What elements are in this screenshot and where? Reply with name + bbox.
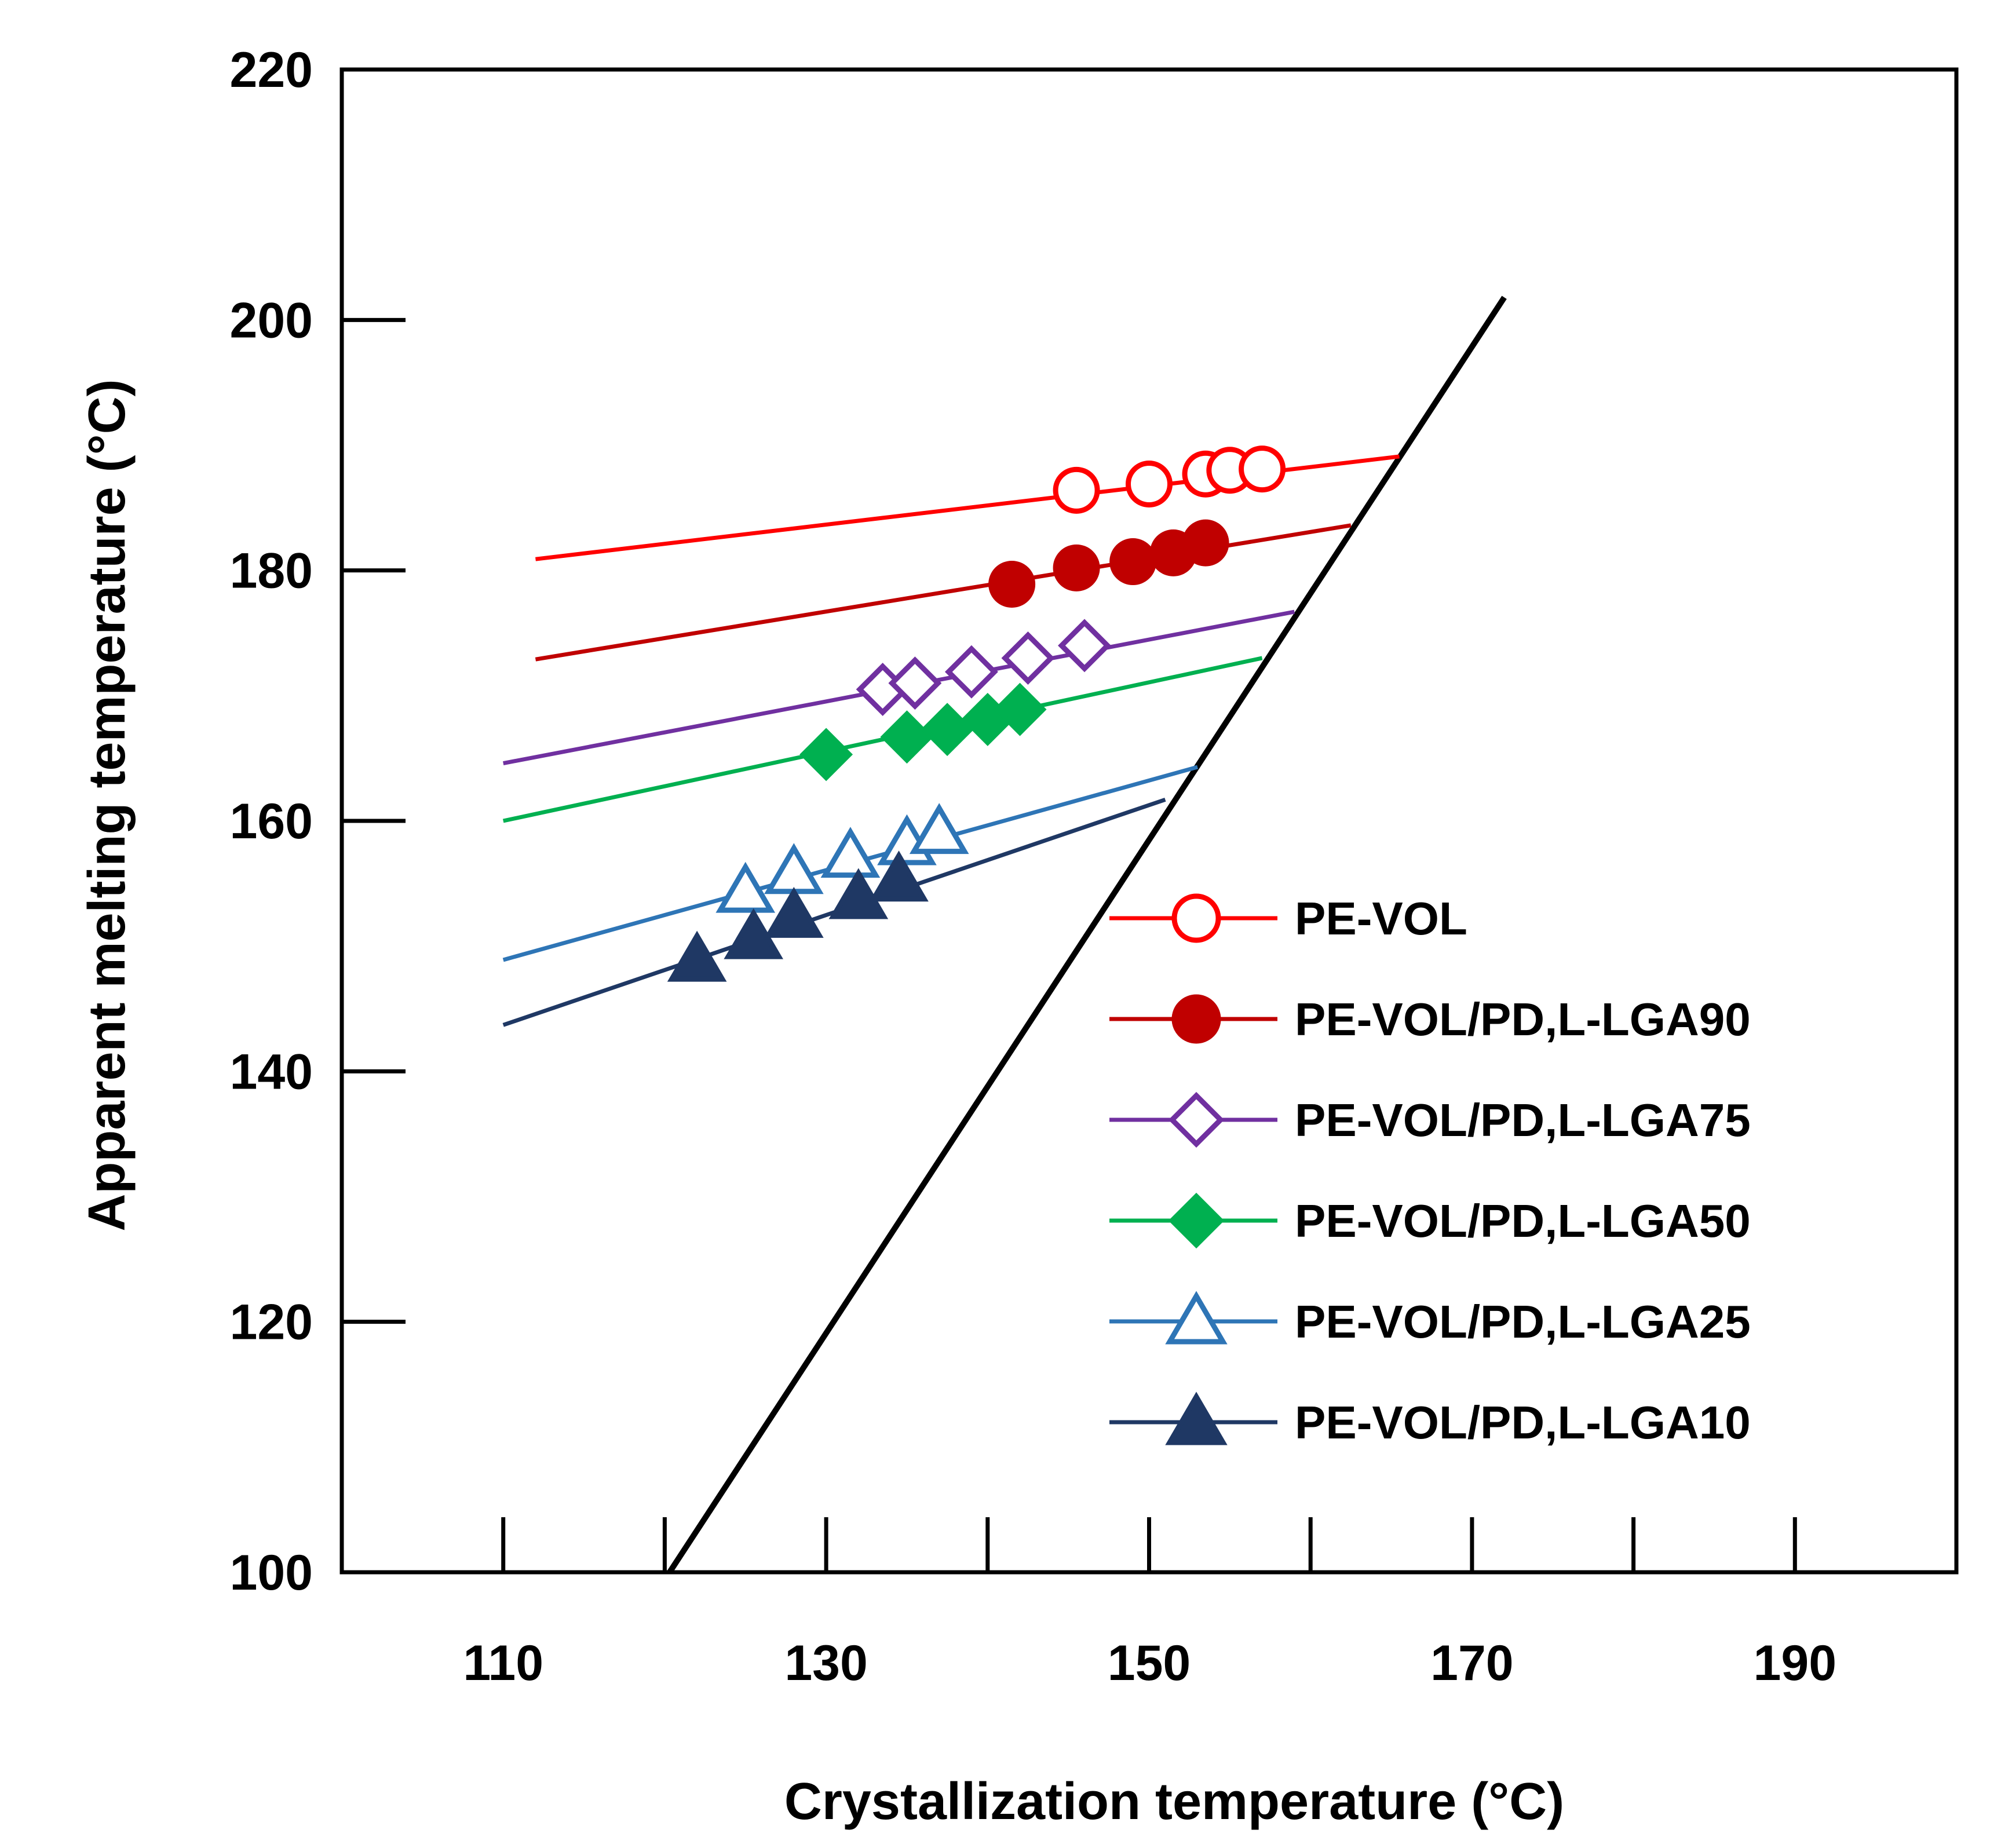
data-point-series-1 [1053, 544, 1100, 591]
y-tick-label: 160 [230, 794, 313, 849]
legend-marker-3 [1168, 1192, 1225, 1249]
data-point-series-5 [828, 868, 889, 919]
data-point-series-4 [764, 843, 824, 894]
fit-line-series-3 [502, 656, 1263, 823]
x-axis-title: Crystallization temperature (°C) [784, 1773, 1564, 1831]
data-point-series-3 [993, 682, 1047, 736]
legend-marker-4 [1165, 1291, 1228, 1345]
data-point-series-3 [799, 728, 853, 781]
x-tick-label: 190 [1754, 1635, 1837, 1691]
y-tick-label: 140 [230, 1044, 313, 1100]
legend-marker-5 [1165, 1392, 1228, 1445]
data-point-series-2 [1058, 619, 1111, 673]
y-tick-label: 180 [230, 543, 313, 599]
reference-line-group [667, 295, 1507, 1574]
data-point-series-1 [988, 560, 1036, 608]
y-tick-label: 120 [230, 1295, 313, 1350]
data-point-series-0 [1053, 466, 1100, 514]
data-point-series-3 [880, 710, 934, 764]
legend-marker-2 [1168, 1091, 1225, 1148]
data-point-series-2 [944, 645, 998, 699]
legend: PE-VOL PE-VOL/PD,L-LGA90 PE-VOL/PD,L-LGA75… [1109, 893, 1751, 1448]
x-tick-label: 130 [784, 1635, 868, 1691]
y-tick-label: 100 [230, 1545, 313, 1601]
data-point-series-5 [869, 850, 929, 902]
legend-marker-0 [1171, 893, 1221, 943]
x-axis-ticks: 110 130 150 170 190 [463, 1517, 1836, 1691]
data-point-series-5 [667, 930, 727, 982]
legend-label-4: PE-VOL/PD,L-LGA25 [1295, 1296, 1751, 1347]
legend-label-2: PE-VOL/PD,L-LGA75 [1295, 1094, 1751, 1146]
legend-label-5: PE-VOL/PD,L-LGA10 [1295, 1397, 1751, 1448]
markers-group [667, 445, 1286, 982]
data-point-series-0 [1126, 461, 1173, 508]
y-tick-label: 220 [230, 42, 313, 98]
x-tick-label: 110 [463, 1635, 543, 1691]
data-point-series-1 [1182, 519, 1229, 567]
legend-label-0: PE-VOL [1295, 893, 1467, 944]
legend-marker-1 [1171, 994, 1221, 1044]
data-point-series-0 [1239, 445, 1286, 493]
x-tick-label: 170 [1430, 1635, 1514, 1691]
y-axis-title: Apparent melting temperature (°C) [78, 379, 136, 1231]
legend-label-3: PE-VOL/PD,L-LGA50 [1295, 1195, 1751, 1247]
data-point-series-3 [921, 703, 974, 757]
data-point-series-5 [764, 886, 824, 938]
data-point-series-4 [820, 827, 881, 878]
data-point-series-4 [715, 861, 776, 913]
reference-line [667, 295, 1507, 1574]
legend-label-1: PE-VOL/PD,L-LGA90 [1295, 994, 1751, 1045]
y-tick-label: 200 [230, 293, 313, 348]
x-tick-label: 150 [1108, 1635, 1191, 1691]
y-axis-ticks: 100 120 140 160 180 200 220 [230, 42, 406, 1601]
data-point-series-4 [909, 803, 969, 854]
data-point-series-1 [1109, 538, 1157, 586]
data-point-series-2 [1001, 631, 1055, 685]
data-point-series-2 [888, 656, 942, 710]
